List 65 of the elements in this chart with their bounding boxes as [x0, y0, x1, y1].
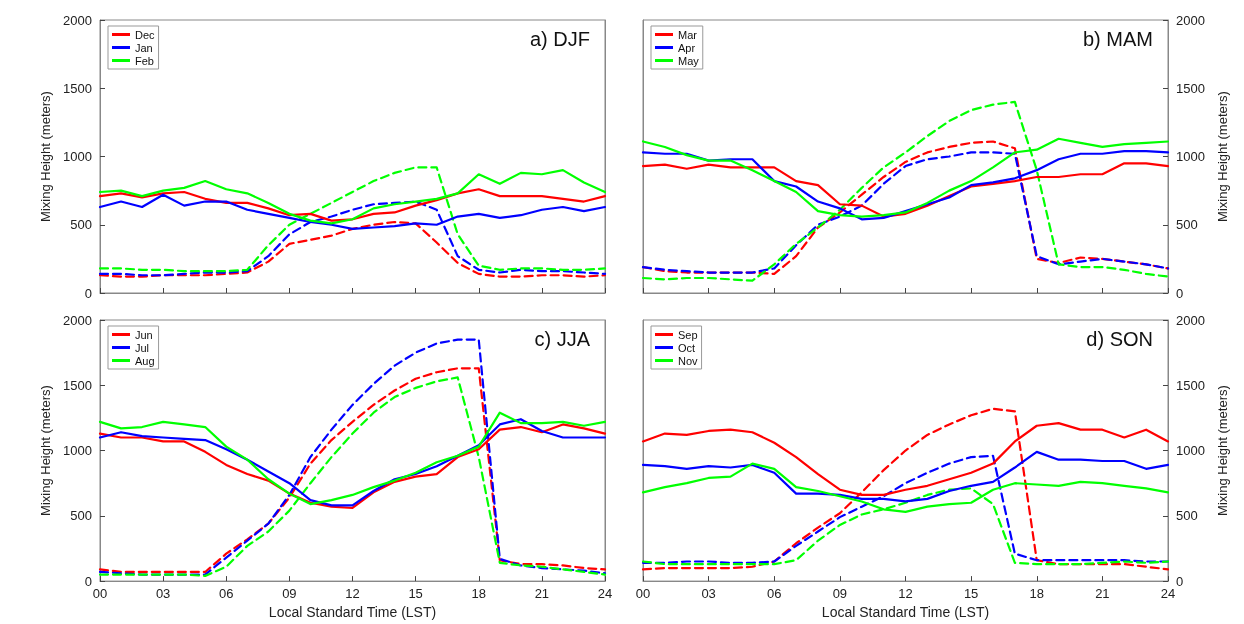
line-series: [98, 220, 607, 278]
y-tick-label: 2000: [63, 12, 92, 28]
y-tick-label: 1500: [63, 80, 92, 96]
x-tick-label: 09: [832, 586, 848, 602]
y2-tick-label: 1000: [1176, 443, 1205, 459]
x-tick-label: 12: [345, 586, 360, 602]
y2-tick-label: 2000: [1176, 312, 1205, 328]
x-axis-title: Local Standard Time (LST): [268, 604, 437, 620]
legend-label: Jun: [135, 328, 153, 341]
chart-title: a) DJF: [530, 28, 590, 50]
x-tick-label: 09: [282, 586, 297, 602]
x-tick-label: 18: [471, 586, 486, 602]
y2-tick-label: 2000: [1176, 12, 1205, 28]
y2-tick-label: 1500: [1176, 80, 1205, 96]
chart-title: d) SON: [1086, 328, 1154, 350]
legend-label: Sep: [678, 328, 698, 341]
y2-tick-label: 1500: [1176, 377, 1205, 393]
x-tick-label: 06: [219, 586, 234, 602]
legend-label: Jan: [135, 41, 153, 54]
x-tick-label: 18: [1029, 586, 1044, 602]
legend-label: Feb: [135, 54, 154, 67]
legend-label: Nov: [678, 354, 699, 367]
legend-label: Oct: [678, 341, 696, 354]
y-axis-title: Mixing Height (meters): [38, 91, 54, 222]
legend-label: May: [678, 54, 700, 67]
y-tick-label: 0: [84, 285, 92, 301]
y-tick-label: 2000: [63, 312, 92, 328]
legend-label: Aug: [135, 354, 155, 367]
line-series: [98, 188, 607, 222]
y2-tick-label: 500: [1176, 508, 1198, 524]
x-tick-label: 15: [408, 586, 423, 602]
x-tick-label: 12: [898, 586, 913, 602]
x-tick-label: 00: [635, 586, 651, 602]
x-axis-title: Local Standard Time (LST): [821, 604, 990, 620]
x-tick-label: 24: [1160, 586, 1176, 602]
y2-axis-title: Mixing Height (meters): [1214, 385, 1230, 516]
y2-tick-label: 1000: [1176, 149, 1205, 164]
x-tick-label: 03: [701, 586, 716, 602]
x-tick-label: 21: [1095, 586, 1110, 602]
x-tick-label: 06: [767, 586, 782, 602]
legend-label: Jul: [135, 341, 150, 354]
line-series: [98, 166, 607, 273]
y-tick-label: 0: [84, 573, 92, 589]
chart-title: b) MAM: [1083, 28, 1153, 50]
y2-tick-label: 0: [1176, 285, 1184, 301]
y-tick-label: 1000: [63, 443, 92, 459]
y2-tick-label: 500: [1176, 217, 1198, 233]
legend-label: Mar: [678, 28, 698, 41]
y-tick-label: 500: [70, 217, 92, 233]
y-tick-label: 1500: [63, 377, 92, 393]
y-axis-title: Mixing Height (meters): [38, 385, 54, 516]
chart-title: c) JJA: [534, 328, 591, 350]
y2-axis-title: Mixing Height (meters): [1214, 91, 1230, 222]
x-tick-label: 24: [597, 586, 613, 602]
x-tick-label: 00: [92, 586, 108, 602]
line-series: [641, 100, 1170, 282]
y-tick-label: 500: [70, 508, 92, 524]
legend-label: Dec: [135, 28, 156, 41]
x-tick-label: 03: [155, 586, 171, 602]
legend-label: Apr: [678, 41, 696, 54]
x-tick-label: 21: [534, 586, 550, 602]
x-tick-label: 15: [963, 586, 979, 602]
y-tick-label: 1000: [63, 149, 92, 164]
y2-tick-label: 0: [1176, 573, 1184, 589]
line-series: [641, 407, 1170, 571]
